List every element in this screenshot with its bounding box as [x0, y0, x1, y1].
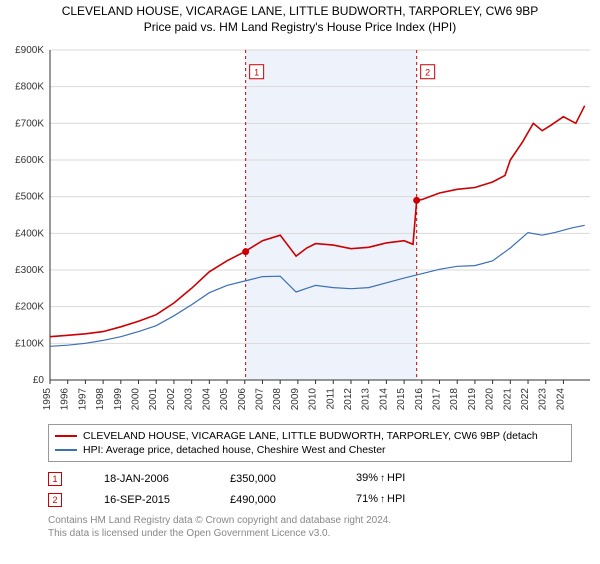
svg-text:1996: 1996 [60, 388, 71, 411]
price-chart: £0 £100K £200K £300K £400K £500K £600K £700K £80… [0, 40, 600, 420]
svg-text:2007: 2007 [254, 388, 265, 411]
svg-text:2018: 2018 [449, 388, 460, 411]
svg-text:2005: 2005 [219, 388, 230, 411]
svg-text:2001: 2001 [148, 388, 159, 411]
svg-text:2019: 2019 [467, 388, 478, 411]
svg-text:2011: 2011 [325, 388, 336, 410]
license-text: Contains HM Land Registry data © Crown c… [48, 514, 572, 540]
svg-text:2012: 2012 [343, 388, 354, 411]
svg-text:£100K: £100K [15, 338, 44, 349]
svg-text:2024: 2024 [555, 388, 566, 411]
svg-text:2020: 2020 [485, 388, 496, 411]
svg-text:2015: 2015 [396, 388, 407, 411]
legend-row-blue: HPI: Average price, detached house, Ches… [55, 443, 565, 457]
legend-swatch-blue [55, 449, 77, 451]
svg-text:1997: 1997 [77, 388, 88, 411]
svg-text:2022: 2022 [520, 388, 531, 411]
sale-badge-1: 1 [48, 472, 62, 486]
svg-text:2002: 2002 [166, 388, 177, 411]
sale-pct-1: 39%↑HPI [356, 468, 446, 489]
sale-row-1: 1 18-JAN-2006 £350,000 39%↑HPI [48, 468, 572, 489]
sale-badge-2: 2 [48, 493, 62, 507]
sale-date-2: 16-SEP-2015 [104, 490, 194, 510]
sale-price-2: £490,000 [230, 490, 320, 510]
svg-text:£800K: £800K [15, 82, 44, 93]
svg-text:2017: 2017 [432, 388, 443, 411]
svg-text:1995: 1995 [42, 388, 53, 411]
svg-text:1998: 1998 [95, 388, 106, 411]
svg-text:2013: 2013 [361, 388, 372, 411]
svg-text:£700K: £700K [15, 118, 44, 129]
legend: CLEVELAND HOUSE, VICARAGE LANE, LITTLE B… [48, 424, 572, 462]
page-title: CLEVELAND HOUSE, VICARAGE LANE, LITTLE B… [0, 4, 600, 18]
sale-row-2: 2 16-SEP-2015 £490,000 71%↑HPI [48, 489, 572, 510]
sale-date-1: 18-JAN-2006 [104, 469, 194, 489]
svg-text:1999: 1999 [113, 388, 124, 411]
svg-text:2016: 2016 [414, 388, 425, 411]
svg-text:£600K: £600K [15, 155, 44, 166]
legend-swatch-red [55, 435, 77, 437]
svg-text:2023: 2023 [538, 388, 549, 411]
svg-text:2008: 2008 [272, 388, 283, 411]
arrow-up-icon: ↑ [380, 473, 385, 484]
svg-text:£0: £0 [33, 375, 45, 386]
svg-text:2009: 2009 [290, 388, 301, 411]
svg-text:£500K: £500K [15, 192, 44, 203]
svg-text:£400K: £400K [15, 228, 44, 239]
svg-text:2004: 2004 [201, 388, 212, 411]
page-subtitle: Price paid vs. HM Land Registry's House … [0, 20, 600, 34]
svg-text:2014: 2014 [378, 388, 389, 411]
svg-text:1: 1 [254, 68, 259, 78]
sale-pct-2: 71%↑HPI [356, 489, 446, 510]
svg-text:£200K: £200K [15, 302, 44, 313]
svg-text:2: 2 [425, 68, 430, 78]
svg-text:£300K: £300K [15, 265, 44, 276]
sales-table: 1 18-JAN-2006 £350,000 39%↑HPI 2 16-SEP-… [48, 468, 572, 510]
svg-text:2006: 2006 [237, 388, 248, 411]
arrow-up-icon: ↑ [380, 494, 385, 505]
legend-label-red: CLEVELAND HOUSE, VICARAGE LANE, LITTLE B… [83, 429, 538, 443]
svg-text:2021: 2021 [502, 388, 513, 411]
legend-label-blue: HPI: Average price, detached house, Ches… [83, 443, 386, 457]
svg-text:2010: 2010 [308, 388, 319, 411]
chart-svg: £0 £100K £200K £300K £400K £500K £600K £700K £80… [0, 40, 600, 420]
sale-price-1: £350,000 [230, 469, 320, 489]
legend-row-red: CLEVELAND HOUSE, VICARAGE LANE, LITTLE B… [55, 429, 565, 443]
svg-text:2003: 2003 [184, 388, 195, 411]
svg-text:2000: 2000 [131, 388, 142, 411]
svg-text:£900K: £900K [15, 45, 44, 56]
